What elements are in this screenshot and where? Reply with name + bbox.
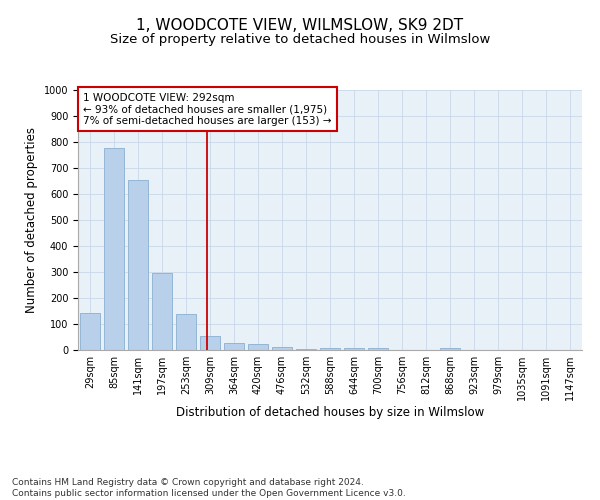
Bar [128, 180, 148, 350]
Text: Size of property relative to detached houses in Wilmslow: Size of property relative to detached ho… [110, 32, 490, 46]
Text: 1, WOODCOTE VIEW, WILMSLOW, SK9 2DT: 1, WOODCOTE VIEW, WILMSLOW, SK9 2DT [136, 18, 464, 32]
Text: 1 WOODCOTE VIEW: 292sqm
← 93% of detached houses are smaller (1,975)
7% of semi-: 1 WOODCOTE VIEW: 292sqm ← 93% of detache… [83, 92, 332, 126]
Bar [344, 348, 364, 350]
Bar [104, 148, 124, 350]
Bar [368, 348, 388, 350]
Bar [224, 342, 244, 350]
Bar [176, 314, 196, 350]
Bar [248, 344, 268, 350]
Bar [152, 272, 172, 350]
Bar [440, 348, 460, 350]
Text: Contains HM Land Registry data © Crown copyright and database right 2024.
Contai: Contains HM Land Registry data © Crown c… [12, 478, 406, 498]
Bar [80, 313, 100, 350]
Y-axis label: Number of detached properties: Number of detached properties [25, 127, 38, 313]
Bar [272, 346, 292, 350]
Bar [320, 348, 340, 350]
X-axis label: Distribution of detached houses by size in Wilmslow: Distribution of detached houses by size … [176, 406, 484, 419]
Bar [200, 336, 220, 350]
Bar [296, 348, 316, 350]
